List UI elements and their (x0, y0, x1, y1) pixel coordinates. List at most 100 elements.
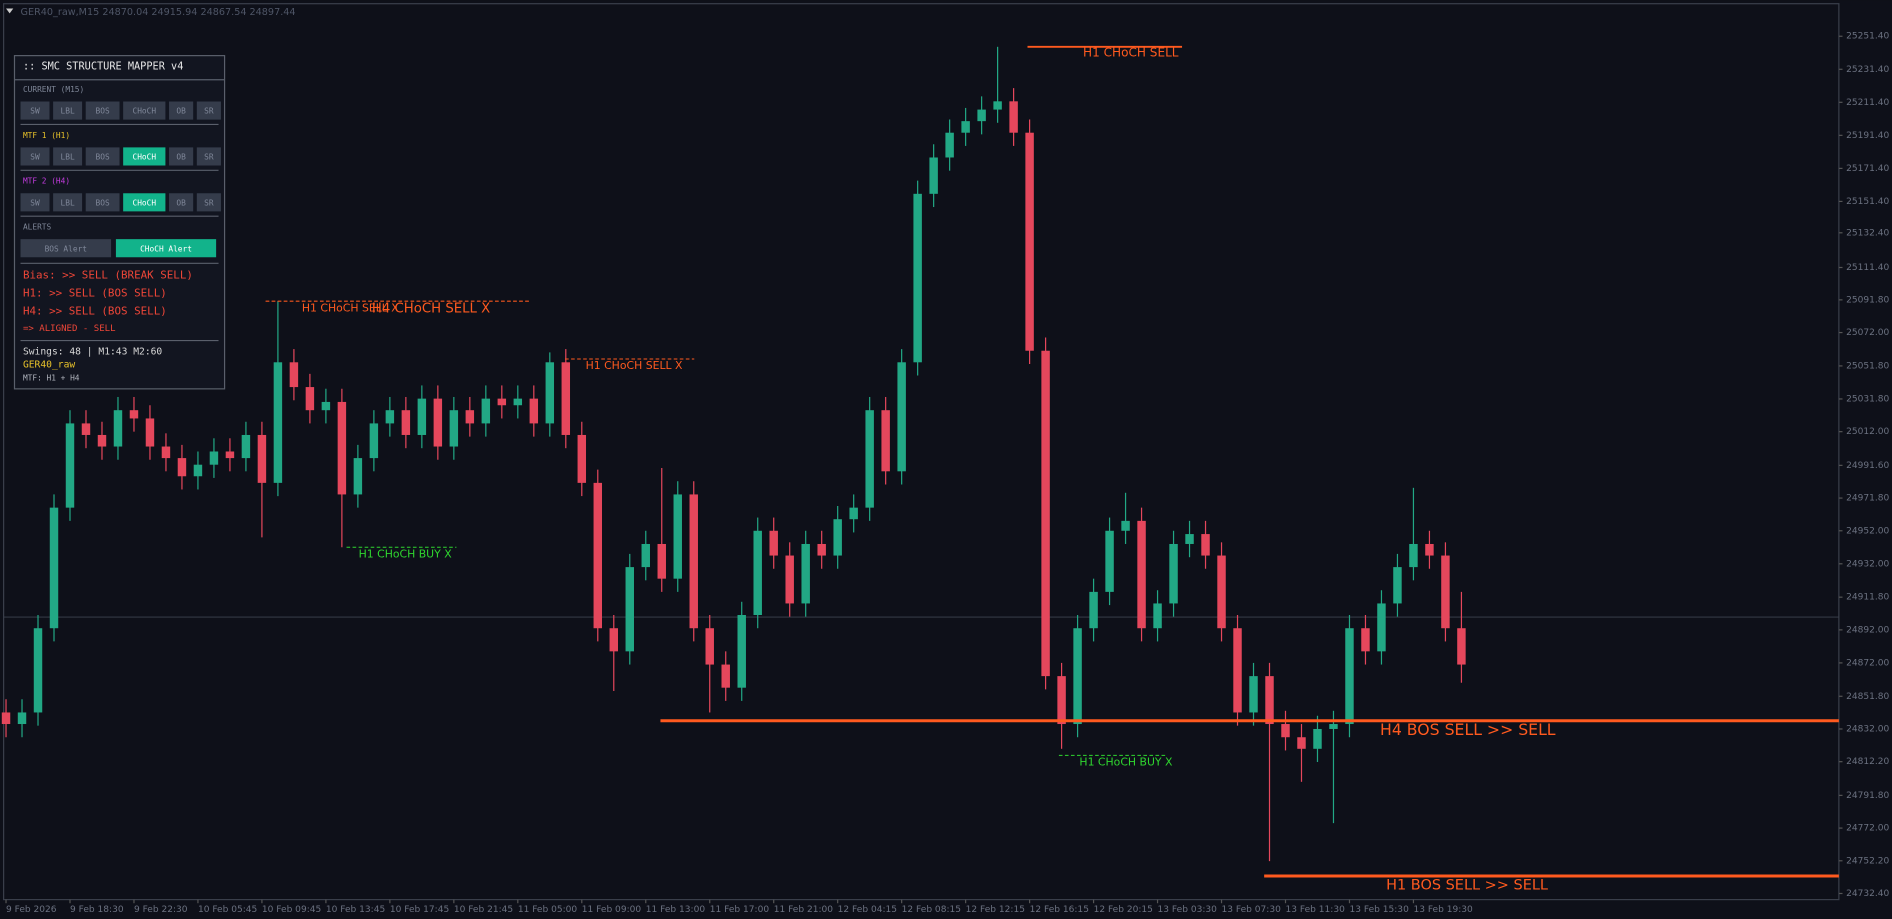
candle-body (1121, 520, 1130, 531)
toggle-button[interactable] (196, 101, 221, 120)
toggle-button[interactable] (85, 193, 120, 212)
candle-body (1185, 534, 1194, 544)
candle-body (1153, 603, 1162, 629)
candle-body (577, 434, 587, 483)
x-tick-label: 11 Feb 21:00 (774, 905, 834, 915)
symbol-name: GER40_raw (23, 360, 75, 371)
button-label: OB (176, 198, 186, 207)
candle-body (209, 451, 219, 465)
candle-body (625, 567, 634, 652)
y-tick-label: 25132.40 (1846, 228, 1889, 238)
x-tick-label: 9 Feb 18:30 (70, 905, 124, 915)
toggle-button[interactable] (169, 193, 194, 212)
toggle-button[interactable] (169, 147, 194, 166)
x-tick-label: 12 Feb 08:15 (902, 905, 961, 915)
candle-body (353, 458, 363, 495)
toggle-button[interactable] (85, 101, 120, 120)
candle-body (961, 121, 970, 133)
candle-body (1297, 737, 1306, 749)
button-label: SW (30, 153, 40, 162)
candle-body (705, 628, 714, 665)
candle-body (337, 401, 347, 495)
candle-body (33, 628, 43, 713)
button-label: SR (204, 153, 214, 162)
button-label: BOS Alert (45, 244, 87, 253)
y-tick-label: 25231.40 (1846, 65, 1889, 75)
x-tick-label: 13 Feb 07:30 (1222, 905, 1282, 915)
toggle-button[interactable] (53, 193, 83, 212)
candle-body (849, 507, 858, 520)
candle-body (1409, 543, 1418, 568)
menu-arrow[interactable] (6, 8, 14, 14)
candle-body (1313, 728, 1322, 749)
toggle-button[interactable] (20, 193, 50, 212)
x-tick-label: 12 Feb 04:15 (838, 905, 897, 915)
x-tick-label: 10 Feb 05:45 (198, 905, 257, 915)
candle-body (113, 410, 123, 447)
candle-body (785, 555, 794, 604)
toggle-button[interactable] (123, 193, 166, 212)
toggle-button[interactable] (85, 147, 120, 166)
button-label: SR (204, 107, 214, 116)
y-tick-label: 24932.00 (1846, 559, 1889, 569)
toggle-button[interactable] (20, 101, 50, 120)
candle-body (1169, 543, 1178, 604)
symbol-header: GER40_raw,M15 24870.04 24915.94 24867.54… (21, 7, 296, 18)
level-label: H4 BOS SELL >> SELL (1380, 720, 1556, 739)
candle-body (321, 401, 331, 411)
y-tick-label: 24872.00 (1846, 658, 1889, 668)
level-label: H4 CHoCH SELL X (372, 301, 490, 316)
candle-body (881, 410, 890, 472)
toggle-button[interactable] (169, 101, 194, 120)
candle-body (385, 410, 395, 424)
x-tick-label: 11 Feb 09:00 (582, 905, 642, 915)
candle-body (1057, 676, 1066, 725)
button-label: LBL (61, 107, 75, 116)
button-label: LBL (61, 153, 75, 162)
y-tick-label: 25012.00 (1846, 427, 1889, 437)
candle-body (1425, 543, 1434, 556)
candle-body (1281, 724, 1290, 738)
swings-info: Swings: 48 | M1:43 M2:60 (23, 346, 162, 357)
candle-body (1009, 101, 1018, 133)
candle-body (433, 398, 443, 447)
status-line: Bias: >> SELL (BREAK SELL) (23, 268, 193, 281)
y-tick-label: 25031.80 (1846, 394, 1889, 404)
candle-body (1345, 628, 1354, 725)
toggle-button[interactable] (123, 101, 166, 120)
candle-body (145, 418, 155, 447)
candle-body (1441, 555, 1450, 629)
y-tick-label: 25091.80 (1846, 295, 1889, 305)
toggle-button[interactable] (196, 193, 221, 212)
status-line: => ALIGNED - SELL (23, 324, 116, 334)
toggle-button[interactable] (20, 239, 112, 258)
y-tick-label: 25191.40 (1846, 131, 1889, 141)
candle-body (865, 410, 874, 508)
toggle-button[interactable] (196, 147, 221, 166)
candle-body (513, 398, 523, 406)
candle-body (129, 410, 139, 419)
toggle-button[interactable] (53, 101, 83, 120)
button-label: CHoCH (132, 198, 156, 207)
toggle-button[interactable] (53, 147, 83, 166)
candle-body (545, 362, 555, 424)
candle-body (721, 664, 730, 688)
toggle-button[interactable] (20, 147, 50, 166)
x-tick-label: 12 Feb 16:15 (1030, 905, 1089, 915)
button-label: OB (176, 153, 186, 162)
candle-body (1393, 567, 1402, 604)
candle-body (1265, 676, 1274, 725)
toggle-button[interactable] (123, 147, 166, 166)
candle-body (561, 362, 571, 435)
toggle-button[interactable] (115, 239, 217, 258)
candle-body (305, 387, 315, 411)
level-label: H1 BOS SELL >> SELL (1386, 878, 1548, 894)
x-tick-label: 9 Feb 22:30 (134, 905, 188, 915)
candle-body (945, 132, 954, 158)
candle-body (369, 423, 379, 459)
section-label: MTF 2 (H4) (23, 177, 70, 186)
level-label: H1 CHoCH BUY X (1079, 756, 1173, 769)
candle-body (289, 362, 299, 388)
button-label: CHoCH (132, 153, 156, 162)
